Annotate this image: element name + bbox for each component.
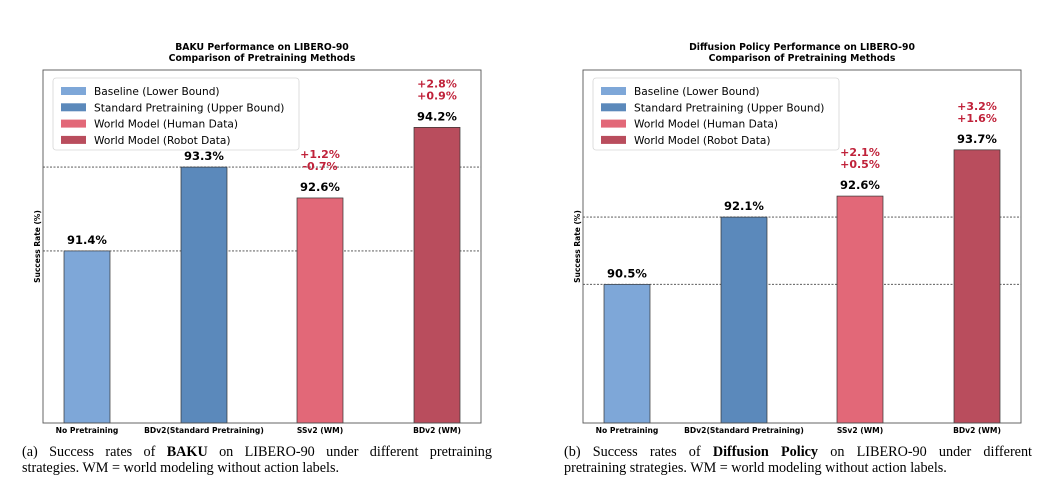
caption-bold-text: BAKU [166, 444, 208, 460]
x-tick-label: SSv2 (WM) [297, 426, 343, 435]
bar [180, 166, 228, 424]
legend-label: Baseline (Lower Bound) [634, 86, 760, 98]
legend-box [52, 77, 300, 151]
caption-bold-text: Diffusion Policy [712, 444, 819, 460]
y-axis-label: Success Rate (%) [573, 210, 582, 283]
bar-value-label: 91.4% [67, 233, 107, 247]
legend-label: Standard Pretraining (Upper Bound) [94, 102, 284, 114]
legend-swatch [601, 119, 626, 128]
improvement-annotation: +0.5% [840, 158, 880, 171]
improvement-annotation: +2.8% [417, 77, 457, 90]
improvement-annotation: +1.6% [957, 112, 997, 125]
bar-value-label: 90.5% [607, 266, 647, 280]
legend-swatch [601, 87, 626, 95]
chart-panel-diffusion-policy: Diffusion Policy Performance on LIBERO-9… [540, 0, 1047, 489]
bar [63, 250, 111, 424]
legend-swatch [61, 87, 86, 95]
legend: Baseline (Lower Bound) Standard Pretraini… [52, 77, 300, 151]
x-tick-label: BDv2 (WM) [413, 426, 461, 435]
bar-value-label: 93.7% [957, 132, 997, 146]
caption-baku: (a) Success rates of BAKU on LIBERO-90 u… [22, 444, 492, 476]
legend-swatch [601, 135, 626, 144]
x-tick-label: No Pretraining [596, 426, 659, 435]
bar-chart-diffusion-policy: Diffusion Policy Performance on LIBERO-9… [573, 42, 1022, 435]
y-axis-label: Success Rate (%) [33, 210, 42, 283]
bar [603, 283, 651, 424]
x-tick-label: BDv2 (WM) [953, 426, 1001, 435]
x-tick-label: BDv2(Standard Pretraining) [684, 426, 804, 435]
caption-text: on LIBERO-90 under different [818, 444, 1033, 460]
improvement-annotation: -0.7% [302, 160, 337, 173]
legend-label: World Model (Human Data) [634, 119, 778, 131]
caption-text: (a) Success rates of [22, 444, 167, 460]
legend-label: Standard Pretraining (Upper Bound) [634, 102, 824, 114]
caption-line-2: strategies. WM = world modeling without … [22, 460, 340, 476]
legend-swatch [61, 103, 86, 112]
plot-frame [582, 69, 1022, 424]
plot-frame [42, 69, 482, 424]
x-tick-label: SSv2 (WM) [837, 426, 883, 435]
bar-value-label: 92.6% [840, 178, 880, 192]
legend-label: World Model (Robot Data) [94, 135, 231, 147]
legend: Baseline (Lower Bound) Standard Pretraini… [592, 77, 840, 151]
bar-value-label: 94.2% [417, 109, 457, 123]
caption-line-1: (b) Success rates of Diffusion Policy on… [564, 444, 1032, 460]
bar [953, 149, 1001, 424]
improvement-annotation: +1.2% [300, 148, 340, 161]
caption-line-1: (a) Success rates of BAKU on LIBERO-90 u… [22, 444, 492, 460]
legend-swatch [601, 103, 626, 112]
caption-line-2: pretraining strategies. WM = world model… [564, 460, 947, 476]
chart-panel-baku: BAKU Performance on LIBERO-90 Comparison … [0, 0, 520, 489]
bar [413, 127, 461, 424]
x-tick-label: No Pretraining [56, 426, 119, 435]
legend-label: World Model (Robot Data) [634, 135, 771, 147]
legend-swatch [61, 135, 86, 144]
caption-text: on LIBERO-90 under different pretraining [207, 444, 492, 460]
caption-diffusion-policy: (b) Success rates of Diffusion Policy on… [564, 444, 1032, 476]
bar [720, 216, 768, 424]
improvement-annotation: +0.9% [417, 89, 457, 102]
improvement-annotation: +3.2% [957, 100, 997, 113]
bar-value-label: 92.6% [300, 180, 340, 194]
bar [836, 195, 884, 424]
legend-box [592, 77, 840, 151]
chart-title: Diffusion Policy Performance on LIBERO-9… [689, 42, 915, 53]
improvement-annotation: +2.1% [840, 146, 880, 159]
legend-swatch [61, 119, 86, 128]
chart-subtitle: Comparison of Pretraining Methods [709, 53, 896, 64]
chart-subtitle: Comparison of Pretraining Methods [169, 53, 356, 64]
chart-title: BAKU Performance on LIBERO-90 [175, 42, 349, 53]
legend-label: Baseline (Lower Bound) [94, 86, 220, 98]
bar-value-label: 93.3% [184, 149, 224, 163]
legend-label: World Model (Human Data) [94, 119, 238, 131]
caption-text: (b) Success rates of [564, 444, 713, 460]
x-tick-label: BDv2(Standard Pretraining) [144, 426, 264, 435]
bar-value-label: 92.1% [724, 199, 764, 213]
bar-chart-baku: BAKU Performance on LIBERO-90Comparison … [33, 42, 482, 435]
bar [296, 197, 344, 424]
